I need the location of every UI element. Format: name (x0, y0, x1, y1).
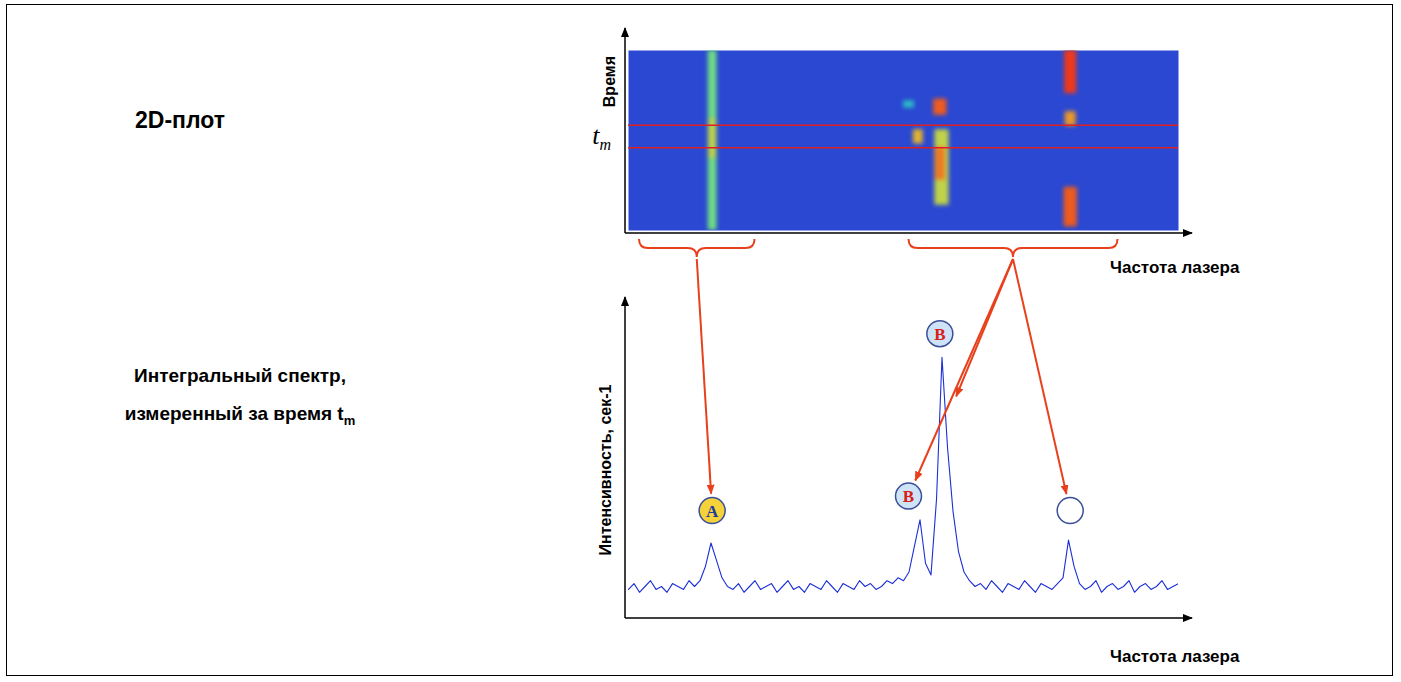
svg-text:A: A (706, 502, 719, 521)
svg-text:2D-плот: 2D-плот (135, 107, 225, 133)
svg-text:Частота лазера: Частота лазера (1110, 258, 1240, 277)
svg-text:Частота лазера: Частота лазера (1110, 647, 1240, 666)
svg-text:Время: Время (601, 56, 618, 107)
svg-text:B: B (903, 487, 914, 506)
svg-text:tm: tm (592, 121, 611, 153)
svg-text:Интегральный спектр,: Интегральный спектр, (134, 365, 346, 386)
svg-text:Интенсивность, сек-1: Интенсивность, сек-1 (597, 384, 614, 555)
svg-text:измеренный за время tm: измеренный за время tm (125, 403, 356, 428)
svg-text:B: B (934, 325, 945, 344)
